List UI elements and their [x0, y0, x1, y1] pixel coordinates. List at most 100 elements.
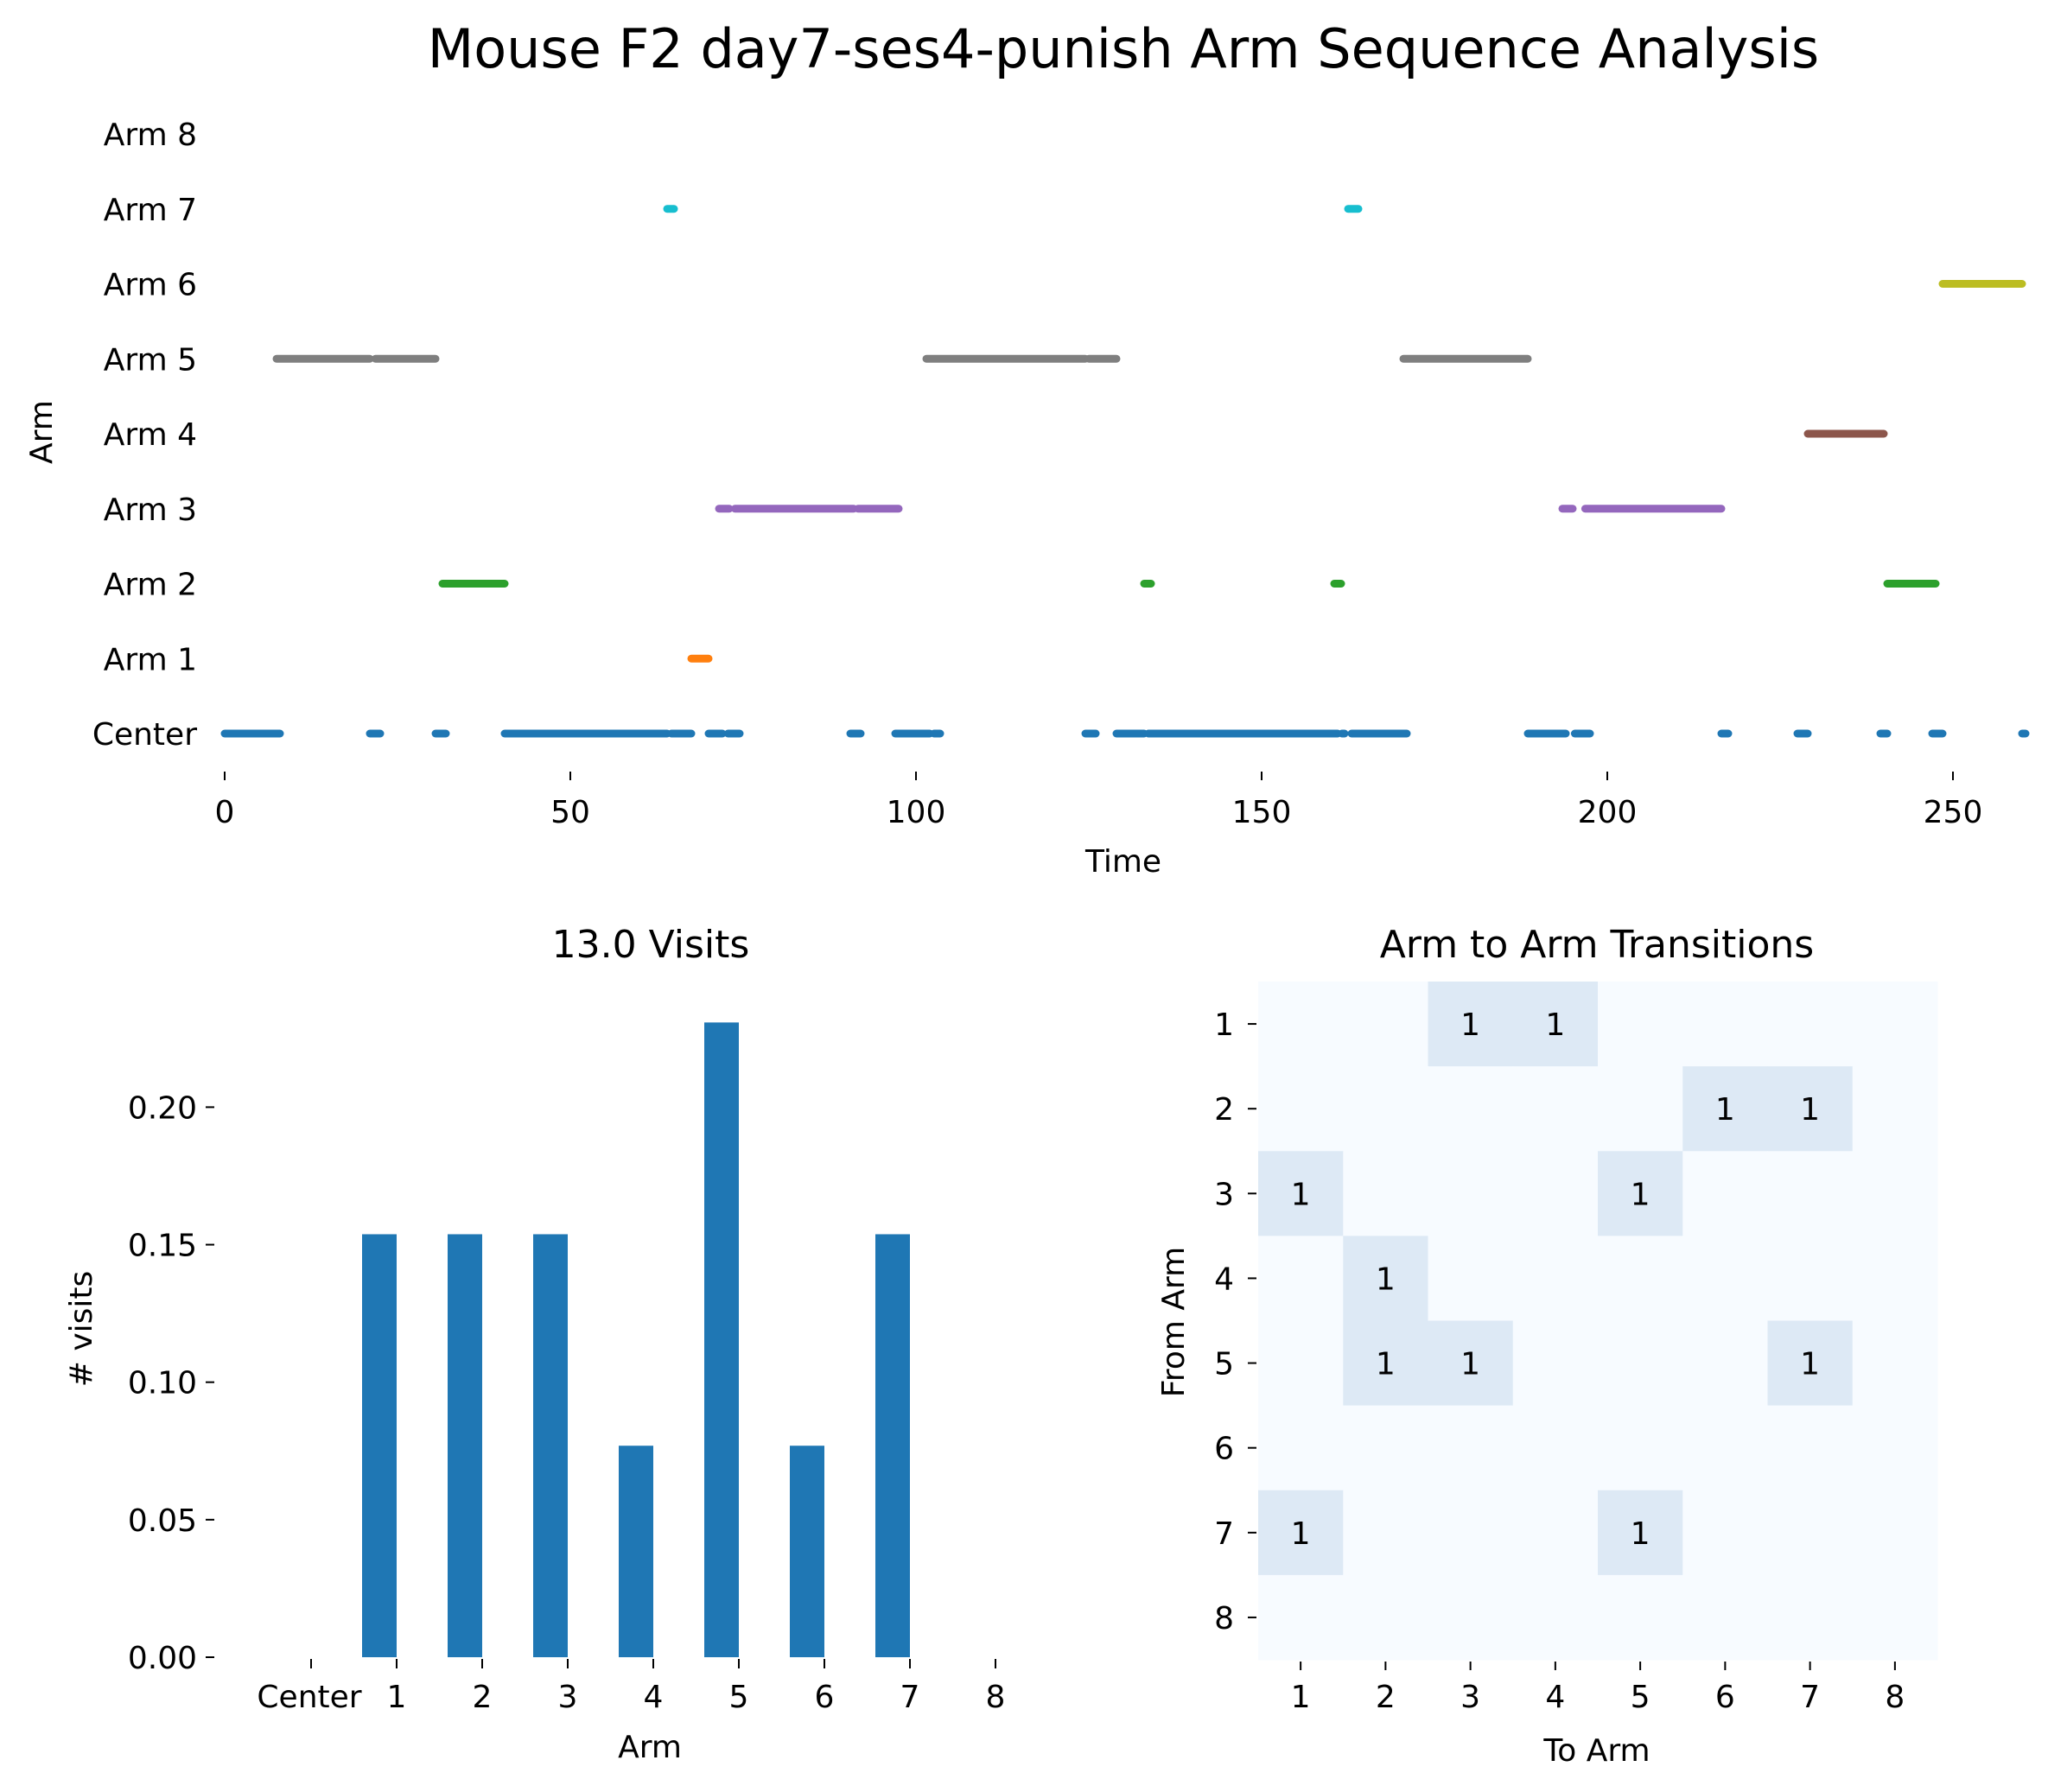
heatmap-cell: [1682, 1405, 1768, 1491]
bar-x-tick-label: 7: [900, 1680, 920, 1715]
heatmap-cell: [1428, 1320, 1514, 1407]
heatmap-cell: [1343, 1236, 1428, 1321]
heatmap-cell: [1852, 1236, 1938, 1321]
bar-y-axis: 0.00 0.05 0.10 0.15 0.20: [128, 1090, 214, 1676]
visit-bar: [448, 1234, 482, 1657]
heatmap-x-tick-label: 6: [1715, 1680, 1735, 1715]
heatmap-cell-label: 1: [1631, 1177, 1650, 1212]
heatmap-cell: [1598, 1490, 1683, 1576]
heatmap-cell: [1512, 1320, 1599, 1407]
sequence-y-tick-label: Arm 5: [104, 342, 197, 378]
sequence-y-ticks: Center Arm 1 Arm 2 Arm 3 Arm 4 Arm 5 Arm 6 Arm …: [92, 118, 197, 753]
heatmap-cell-label: 1: [1460, 1347, 1480, 1382]
heatmap-cell: [1852, 982, 1938, 1067]
bar-x-tick-label: 8: [986, 1680, 1006, 1715]
heatmap-y-tick-label: 6: [1214, 1432, 1234, 1467]
heatmap-cell-label: 1: [1460, 1007, 1480, 1043]
bar-y-tick-label: 0.10: [128, 1366, 197, 1401]
heatmap-title: Arm to Arm Transitions: [1380, 923, 1814, 967]
heatmap-axes: 1 2 3 4 5 6 7 8 1 2 3 4 5 6 7 8: [1214, 1007, 1905, 1715]
bar-y-tick-label: 0.20: [128, 1090, 197, 1126]
sequence-x-axis: 0 50 100 150 200 250: [215, 772, 1982, 830]
bar-x-label: Arm: [618, 1730, 682, 1765]
heatmap-cell: [1682, 1490, 1768, 1576]
heatmap-cell: [1852, 1574, 1938, 1661]
heatmap-cell: [1258, 1236, 1344, 1321]
heatmap-cell: [1598, 1574, 1683, 1661]
sequence-y-tick-label: Arm 3: [104, 492, 197, 528]
heatmap-cell: [1767, 1320, 1854, 1407]
heatmap-cell: [1512, 1066, 1599, 1152]
bar-chart-title: 13.0 Visits: [552, 923, 750, 967]
heatmap-cell: [1598, 1066, 1683, 1152]
heatmap-cell-label: 1: [1631, 1516, 1650, 1552]
bar-x-tick-label: 1: [387, 1680, 407, 1715]
bar-y-tick-label: 0.00: [128, 1641, 197, 1676]
heatmap-cell: [1598, 1236, 1683, 1321]
heatmap-x-tick-label: 4: [1545, 1680, 1565, 1715]
heatmap-cell: [1682, 982, 1768, 1067]
bar-y-label: # visits: [64, 1271, 99, 1388]
heatmap-cell: [1512, 1151, 1599, 1236]
heatmap-cell: [1343, 1320, 1428, 1407]
heatmap-cell: [1852, 1490, 1938, 1576]
heatmap-y-tick-label: 4: [1214, 1261, 1234, 1297]
heatmap-cell: [1428, 1405, 1514, 1491]
heatmap-y-tick-label: 8: [1214, 1601, 1234, 1636]
heatmap-cell: [1682, 1574, 1768, 1661]
heatmap-cell: [1343, 1490, 1428, 1576]
heatmap-x-tick-label: 2: [1376, 1680, 1396, 1715]
heatmap-cell: [1343, 1066, 1428, 1152]
heatmap-cell: [1258, 1151, 1344, 1236]
sequence-x-tick-label: 100: [887, 795, 946, 830]
heatmap-cell: [1343, 1574, 1428, 1661]
figure-title: Mouse F2 day7-ses4-punish Arm Sequence A…: [428, 17, 1820, 80]
heatmap-cell: [1682, 1320, 1768, 1407]
heatmap-cell: [1598, 1151, 1683, 1236]
heatmap-cell: [1428, 1236, 1514, 1321]
heatmap-cell-label: 1: [1800, 1347, 1820, 1382]
heatmap-cell: [1767, 1236, 1854, 1321]
heatmap-cell: [1852, 1151, 1938, 1236]
heatmap-y-tick-label: 3: [1214, 1177, 1234, 1212]
heatmap-cell: [1598, 982, 1683, 1067]
bar-y-tick-label: 0.15: [128, 1229, 197, 1264]
heatmap-x-tick-label: 8: [1885, 1680, 1905, 1715]
heatmap-cell: [1512, 1405, 1599, 1491]
heatmap-cell: [1682, 1151, 1768, 1236]
sequence-x-tick-label: 0: [215, 795, 235, 830]
heatmap-cell: [1512, 1490, 1599, 1576]
heatmap-cell: [1343, 1151, 1428, 1236]
sequence-segments: [220, 205, 2030, 738]
visit-bars: [362, 1022, 910, 1657]
heatmap-cell: [1343, 1405, 1428, 1491]
heatmap-cell: [1512, 1236, 1599, 1321]
heatmap-cell: [1258, 1320, 1344, 1407]
bar-x-tick-label: Center: [257, 1680, 361, 1715]
heatmap-cell-label: 1: [1376, 1347, 1396, 1382]
bar-x-tick-label: 4: [644, 1680, 664, 1715]
heatmap-cell: [1767, 1405, 1854, 1491]
heatmap-cell: [1852, 1320, 1938, 1407]
bar-x-tick-label: 6: [815, 1680, 835, 1715]
heatmap-cell: [1258, 1066, 1344, 1152]
heatmap-cell: [1598, 1405, 1683, 1491]
heatmap-cell: [1428, 1490, 1514, 1576]
heatmap-cell-label: 1: [1715, 1092, 1735, 1128]
bar-x-tick-label: 5: [729, 1680, 749, 1715]
sequence-x-tick-label: 150: [1232, 795, 1292, 830]
heatmap-cell: [1682, 1236, 1768, 1321]
heatmap-cell: [1258, 1574, 1344, 1661]
heatmap-cell: [1428, 1151, 1514, 1236]
visit-bar: [619, 1446, 653, 1657]
heatmap-cell: [1258, 982, 1344, 1067]
visits-bar-chart: 13.0 Visits 0.00 0.05 0.10 0.15 0.20 Center 1…: [64, 923, 1005, 1765]
sequence-x-tick-label: 50: [550, 795, 590, 830]
heatmap-cell: [1428, 1574, 1514, 1661]
sequence-y-tick-label: Arm 8: [104, 118, 197, 153]
heatmap-y-label: From Arm: [1156, 1247, 1192, 1398]
heatmap-cell: [1258, 1405, 1344, 1491]
sequence-y-tick-label: Center: [92, 717, 197, 753]
heatmap-cell: [1767, 1151, 1854, 1236]
heatmap-x-tick-label: 7: [1800, 1680, 1820, 1715]
